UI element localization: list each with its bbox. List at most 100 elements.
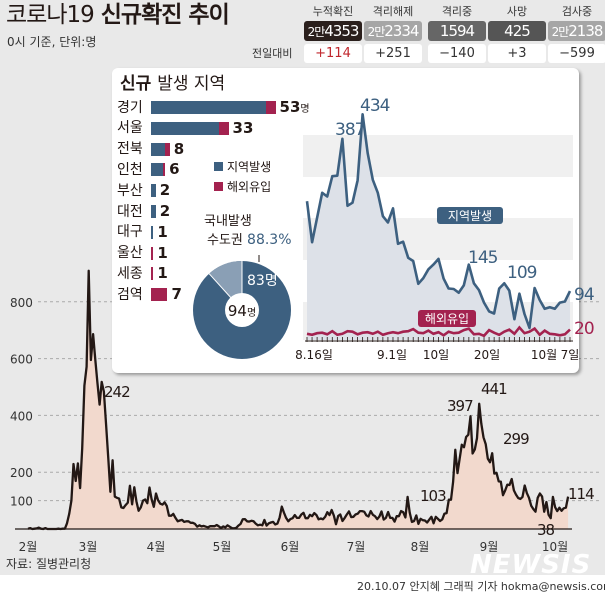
x-tick-label: 7월 xyxy=(347,540,366,554)
inset-title-rest: 발생 지역 xyxy=(157,74,226,94)
series-tag-imported xyxy=(418,310,476,327)
stat-diff: +114 xyxy=(304,44,362,63)
region-total: 33 xyxy=(233,119,254,137)
title-part: 코로나19 xyxy=(6,2,95,28)
data-label: 94 xyxy=(574,285,594,305)
stat-number: 2138 xyxy=(568,22,603,40)
x-tick-label: 10월 xyxy=(531,348,557,362)
region-label: 울산 xyxy=(117,245,143,262)
stat-man: 2만 xyxy=(551,25,570,39)
data-label: 242 xyxy=(104,383,130,401)
unit: 명 xyxy=(300,104,310,115)
data-label: 109 xyxy=(507,263,537,283)
bar-imported xyxy=(151,288,168,302)
inset-title-bold: 신규 xyxy=(120,74,152,94)
donut-caption-2: 수도권 88.3% xyxy=(207,232,292,249)
x-tick-label: 8월 xyxy=(411,540,430,554)
stat-number: 2334 xyxy=(384,22,419,40)
donut-pct: 88.3% xyxy=(247,232,292,248)
data-label: 299 xyxy=(503,430,529,448)
bar-local xyxy=(151,142,166,156)
x-tick-label: 9월 xyxy=(480,540,499,554)
donut-hole xyxy=(225,293,259,327)
bar-local xyxy=(151,121,220,135)
region-label: 검역 xyxy=(117,286,143,303)
page-title: 코로나19 신규확진 추이 xyxy=(6,2,230,29)
legend-swatch-local xyxy=(214,162,223,171)
y-tick-label: 800 xyxy=(10,296,33,310)
stat-label: 검사중 xyxy=(561,5,593,18)
subtitle: 0시 기준, 단위:명 xyxy=(7,35,97,49)
legend-local: 지역발생 xyxy=(214,160,271,174)
stat-value: 2만2334 xyxy=(364,21,422,41)
region-label: 서울 xyxy=(117,120,143,137)
series-tag-local xyxy=(437,207,503,224)
region-total-value: 1 xyxy=(157,243,168,262)
region-label: 대전 xyxy=(117,203,143,220)
stat-value: 2만2138 xyxy=(548,21,605,41)
region-label: 부산 xyxy=(117,182,143,199)
region-label: 전북 xyxy=(117,141,143,158)
y-tick-label: 200 xyxy=(10,466,33,480)
donut-part-label: 83명 xyxy=(247,273,278,289)
stat-number: 4353 xyxy=(324,22,359,40)
x-tick-label: 8.16일 xyxy=(295,348,333,362)
region-total: 6 xyxy=(169,161,179,178)
bar-local xyxy=(151,101,267,114)
stat-label: 누적확진 xyxy=(312,5,354,18)
donut-total-unit: 명 xyxy=(247,307,256,319)
stat-value: 425 xyxy=(488,21,546,41)
region-total-value: 53 xyxy=(279,98,301,116)
region-total: 53명 xyxy=(280,99,310,118)
bar-local xyxy=(151,184,156,198)
x-tick-label: 6월 xyxy=(281,540,300,554)
y-tick-label: 100 xyxy=(10,495,33,509)
x-tick-label: 4월 xyxy=(147,540,166,554)
x-tick-label: 10월 xyxy=(542,540,568,554)
series-tag-imported-text: 해외유입 xyxy=(425,312,469,326)
data-label: 103 xyxy=(420,487,446,505)
inset-title: 신규 발생 지역 xyxy=(120,74,225,94)
region-total-value: 1 xyxy=(157,222,168,241)
diff-label: 전일대비 xyxy=(252,47,293,60)
area-fill xyxy=(28,270,569,529)
stat-number: 425 xyxy=(504,22,531,40)
region-label: 경기 xyxy=(117,99,143,116)
x-tick-label: 10일 xyxy=(423,348,449,362)
stat-diff: −599 xyxy=(548,44,605,63)
region-total-value: 2 xyxy=(159,202,171,220)
legend-swatch-imported xyxy=(214,182,223,191)
series-tag-local-text: 지역발생 xyxy=(448,209,492,223)
x-tick-label: 9.1일 xyxy=(377,348,407,362)
source: 자료: 질병관리청 xyxy=(6,557,92,571)
region-total: 2 xyxy=(160,203,170,220)
legend-label: 지역발생 xyxy=(227,160,272,174)
data-label: 145 xyxy=(468,248,498,268)
stat-number: 1594 xyxy=(439,22,475,40)
daily-cases-line xyxy=(27,269,570,531)
region-total-value: 7 xyxy=(171,285,182,304)
donut-caption-region: 수도권 xyxy=(207,233,243,248)
bar-imported xyxy=(151,246,154,260)
x-tick-label: 20일 xyxy=(474,348,500,362)
donut-total-value: 94 xyxy=(228,302,247,320)
data-label: 387 xyxy=(335,120,365,140)
legend-label: 해외유입 xyxy=(227,180,272,194)
region-total: 1 xyxy=(157,265,167,282)
region-total: 8 xyxy=(174,140,184,158)
newsis-logo: NEWSIS xyxy=(470,550,592,580)
stat-diff: −140 xyxy=(428,44,486,63)
imported-line xyxy=(306,325,571,338)
data-label: 441 xyxy=(481,380,507,398)
bar-imported xyxy=(151,267,154,281)
region-total: 7 xyxy=(171,286,181,303)
region-label: 인천 xyxy=(117,161,143,178)
credit: 20.10.07 안지혜 그래픽 기자 hokma@newsis.com xyxy=(357,580,605,593)
bar-imported xyxy=(165,142,170,156)
region-total: 1 xyxy=(157,243,168,262)
data-label: 114 xyxy=(568,485,594,503)
x-tick-label: 5월 xyxy=(213,540,232,554)
local-line xyxy=(305,113,572,330)
donut-total: 94명 xyxy=(228,302,256,320)
